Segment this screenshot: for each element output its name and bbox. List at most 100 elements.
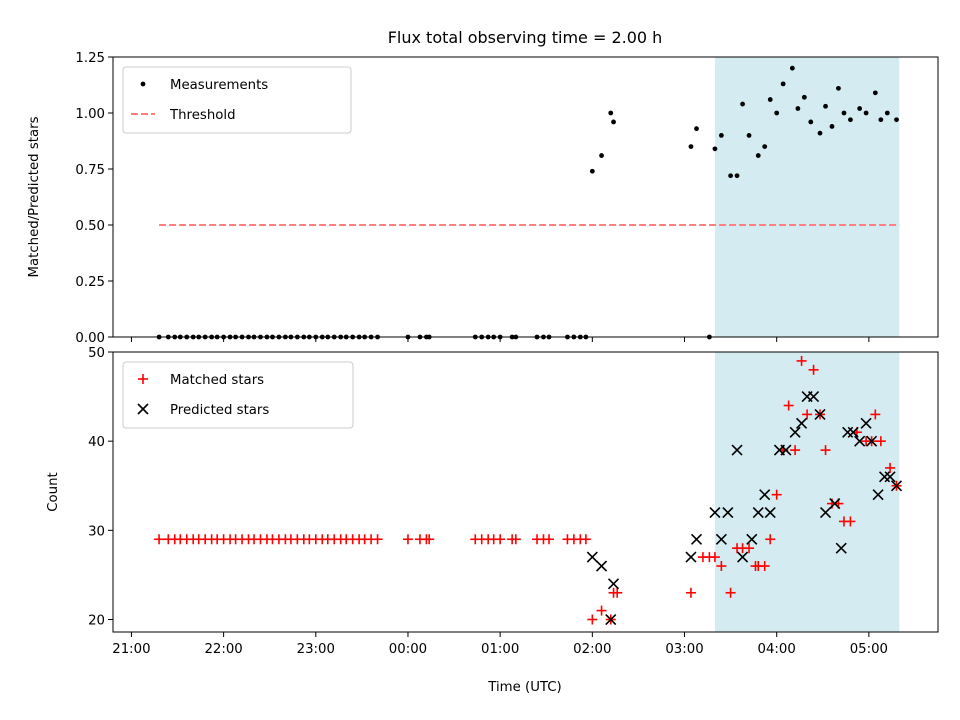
matched-star-point — [544, 534, 555, 545]
matched-star-point — [716, 561, 727, 572]
x-tick-label: 21:00 — [112, 642, 150, 657]
measurement-point — [746, 133, 752, 138]
measurement-point — [608, 110, 614, 116]
predicted-star-point — [722, 506, 734, 519]
predicted-star-point — [872, 489, 884, 501]
legend-box — [122, 361, 354, 429]
y-axis-label: Count — [46, 472, 61, 512]
x-tick-label: 04:00 — [758, 642, 796, 657]
x-tick-label: 05:00 — [850, 642, 888, 657]
y-tick-label: 1.00 — [75, 107, 105, 122]
matched-star-point — [596, 605, 607, 616]
matched-star-point — [154, 534, 165, 545]
matched-star-point — [495, 534, 506, 545]
measurement-point — [599, 153, 604, 158]
matched-star-point — [845, 516, 856, 527]
x-tick-label: 23:00 — [297, 642, 335, 657]
matched-star-point — [587, 614, 598, 625]
predicted-star-point — [746, 533, 758, 545]
matched-star-point — [759, 561, 770, 572]
matched-star-point — [402, 534, 413, 545]
measurement-point — [774, 110, 780, 116]
measurement-point — [589, 168, 595, 174]
predicted-star-point — [764, 506, 776, 519]
y-tick-label: 0.75 — [75, 163, 105, 178]
matched-star-point — [790, 445, 801, 456]
measurement-point — [611, 119, 616, 125]
predicted-star-point — [819, 506, 832, 519]
predicted-star-point — [814, 408, 826, 420]
predicted-star-point — [605, 613, 617, 626]
x-tick-label: 00:00 — [389, 642, 427, 657]
measurement-point — [836, 85, 841, 91]
y-tick-label: 40 — [88, 435, 105, 450]
count-panel: 20 30 40 50 21:00 22:00 23:00 00:00 01:00 02:00 03… — [46, 346, 939, 657]
chart-title: Flux total observing time = 2.00 h — [388, 28, 663, 47]
matched-star-point — [580, 534, 591, 545]
legend-predicted-swatch — [137, 403, 149, 415]
measurement-point — [734, 173, 740, 179]
measurement-point — [789, 65, 795, 71]
x-tick-label: 03:00 — [665, 642, 703, 657]
matched-star-point — [796, 355, 807, 366]
measurement-point — [712, 146, 718, 152]
x-tick-label: 02:00 — [573, 642, 611, 657]
legend: Matched stars Predicted stars — [122, 361, 354, 429]
measurement-point — [841, 110, 847, 116]
y-tick-label: 0.50 — [75, 219, 105, 234]
y-tick-label: 20 — [88, 614, 105, 629]
predicted-star-point — [842, 426, 854, 438]
matched-star-point — [875, 436, 886, 447]
measurement-point — [884, 110, 890, 116]
y-tick-label: 50 — [88, 346, 105, 361]
matched-star-point — [372, 534, 383, 545]
predicted-star-point — [780, 444, 792, 456]
matched-star-point — [612, 587, 623, 598]
x-tick-label: 01:00 — [481, 642, 519, 657]
measurement-point — [848, 117, 853, 123]
matched-star-point — [510, 534, 521, 545]
legend-label: Threshold — [169, 108, 236, 123]
matched-star-point — [765, 534, 776, 545]
predicted-star-point — [752, 506, 764, 519]
measurement-point — [762, 144, 768, 150]
predicted-star-point — [878, 471, 891, 483]
matched-star-point — [783, 400, 794, 411]
measurement-point — [694, 126, 699, 132]
matched-star-point — [802, 409, 813, 420]
y-tick-label: 0.00 — [75, 331, 105, 346]
predicted-star-point — [884, 471, 896, 483]
predicted-star-point — [860, 417, 872, 429]
measurement-point — [688, 144, 694, 150]
matched-star-point — [771, 489, 782, 500]
x-tick-label: 22:00 — [204, 642, 242, 657]
predicted-star-point — [847, 426, 859, 438]
matched-star-point — [744, 543, 755, 554]
measurement-point — [755, 153, 761, 158]
matched-star-point — [424, 534, 435, 545]
matched-star-point — [685, 587, 696, 598]
predicted-star-point — [715, 533, 727, 545]
measurement-point — [718, 133, 724, 138]
predicted-star-point — [737, 551, 749, 563]
measurement-point — [728, 173, 733, 179]
predicted-star-point — [709, 506, 721, 519]
predicted-star-point — [866, 435, 878, 447]
matched-star-point — [709, 552, 720, 563]
predicted-star-point — [835, 542, 847, 554]
y-axis-label: Matched/Predicted stars — [27, 116, 42, 277]
y-tick-label: 1.25 — [75, 51, 105, 66]
predicted-star-point — [586, 551, 598, 563]
measurement-point — [863, 110, 869, 116]
y-tick-label: 30 — [88, 524, 105, 539]
ratio-panel: 0.00 0.25 0.50 0.75 1.00 1.25 Matched/Predicte… — [27, 51, 939, 346]
legend: Measurements Threshold — [122, 66, 352, 134]
measurement-point — [823, 103, 828, 109]
predicted-star-point — [607, 578, 620, 590]
axes-frame — [112, 351, 939, 633]
measurement-point — [795, 106, 801, 111]
measurement-point — [767, 97, 773, 102]
predicted-star-point — [890, 480, 903, 492]
legend-label: Predicted stars — [170, 403, 269, 418]
